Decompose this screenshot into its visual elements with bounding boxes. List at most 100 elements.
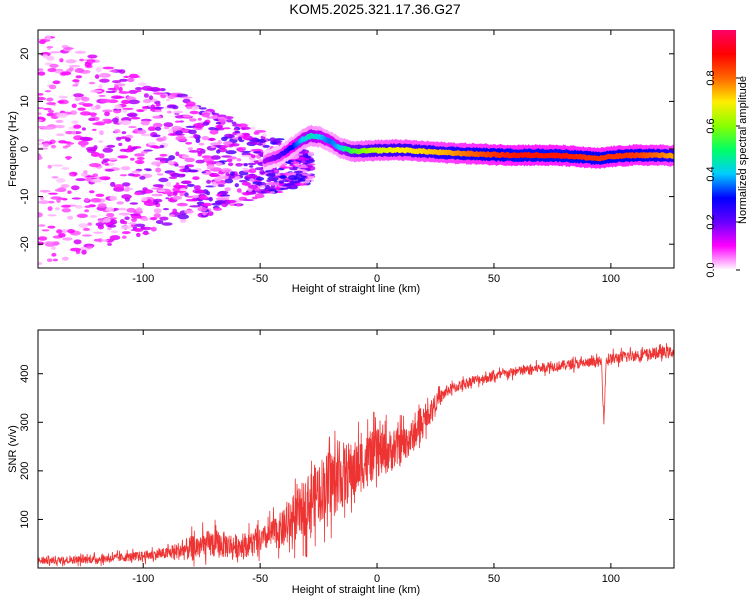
spectrogram-cell [215,122,221,125]
spectrogram-cell [225,150,237,155]
spectrogram-cell [168,176,178,179]
spectrogram-cell [124,189,130,192]
spectrogram-cell [216,149,221,154]
spectrogram-cell [110,219,118,225]
spectrogram-cell [38,200,50,205]
spectrogram-cell [188,169,199,173]
spectrogram-cell [86,245,94,249]
spectrogram-cell [141,85,153,91]
spectrogram-cell [289,167,296,171]
spectrogram-cell [102,66,115,70]
y-tick-label: -10 [19,189,31,205]
spectrogram-cell [107,87,117,91]
spectrogram-cell [116,201,124,205]
spectrogram-cell [174,120,181,123]
spectrogram-cell [219,194,231,197]
spectrogram-cell [47,68,56,73]
spectrogram-cell [46,55,55,61]
spectrogram-cell [186,101,196,107]
spectrogram-cell [279,175,287,179]
spectrogram-cell [49,63,59,68]
spectrogram-cell [173,110,184,114]
spectrogram-cell [210,145,216,149]
spectrogram-cell [186,195,194,198]
spectrogram-cell [217,140,222,145]
spectrogram-cell [74,68,85,73]
spectrogram-cell [38,236,48,241]
spectrogram-cell [180,180,191,184]
spectrogram-cell [185,198,197,202]
spectrogram-cell [143,149,154,152]
spectrogram-cell [151,187,162,190]
spectrogram-cell [153,92,164,95]
spectrogram-cell [88,117,96,122]
spectrogram-cell [123,120,132,125]
spectrogram-cell [159,216,169,221]
spectrogram-cell [257,139,267,143]
spectrogram-cell [50,196,62,200]
spectrogram-cell [88,81,96,85]
spectrogram-cell [201,136,210,141]
spectrogram-cell [169,214,175,217]
spectrogram-cell [51,144,56,149]
spectrogram-cell [223,127,231,130]
spectrogram-cell [293,175,306,179]
spectrogram-cell [43,107,52,111]
spectrogram-cell [155,167,162,173]
snr-series-line [38,343,674,567]
spectrogram-cell [128,126,137,128]
colorbar: 0.0 0.2 0.4 0.6 0.8 Normalized spectral ampl… [705,30,749,278]
spectrogram-cell [122,221,128,225]
spectrogram-cell [85,146,98,152]
spectrogram-cell [74,96,81,102]
spectrogram-cell [98,153,105,159]
spectrogram-cell [52,258,59,262]
spectrogram-cell [215,162,223,166]
spectrogram-cell [165,197,170,200]
spectrogram-cell [158,177,169,183]
snr-y-ticks: 100 200 300 400 [19,365,674,529]
spectrogram-cell [198,142,205,146]
spectrogram-cell [154,110,163,113]
spectrogram-cell [119,78,129,82]
spectrogram-cell [185,141,193,145]
spectrogram-cell [247,162,256,166]
spectrogram-cell [130,214,142,219]
spectrogram-cell [290,185,296,189]
spectrogram-cell [249,127,256,130]
spectrogram-cell [71,185,80,191]
spectrogram-cell [38,112,42,116]
spectrogram-cell [120,166,131,171]
spectrogram-cell [196,190,205,194]
spectrogram-cell [71,120,79,124]
spectrogram-cell [42,54,49,59]
spectrogram-cell [104,111,110,117]
spectrogram-cell [209,129,219,135]
spectrogram-cell [235,163,243,167]
spectrogram-cell [255,176,265,181]
spectrogram-cell [129,202,139,205]
spectrogram-cell [105,90,116,94]
figure-title: KOM5.2025.321.17.36.G27 [289,1,460,17]
spectrogram-cell [131,170,141,174]
spectrogram-cell [152,193,160,197]
spectrogram-cell [95,193,105,197]
spectrogram-cell [266,179,272,183]
spectrogram-cell [141,189,154,194]
spectrogram-cell [224,178,234,184]
spectrogram-cell [163,126,170,130]
x-tick-label: 0 [374,273,380,285]
spectrogram-cell [184,157,195,163]
spectrogram-cell [202,121,210,126]
x-tick-label: 50 [488,273,500,285]
spectrogram-cell [87,222,92,226]
spectrogram-cell [79,58,84,62]
spectrogram-cell [249,178,255,182]
spectrogram-cell [193,133,198,139]
spectrogram-cell [106,212,115,218]
spectrogram-cell [81,249,87,255]
spectrogram-cell [48,192,58,195]
y-tick-label: 0 [19,146,31,152]
spectrogram-cell [192,176,200,181]
